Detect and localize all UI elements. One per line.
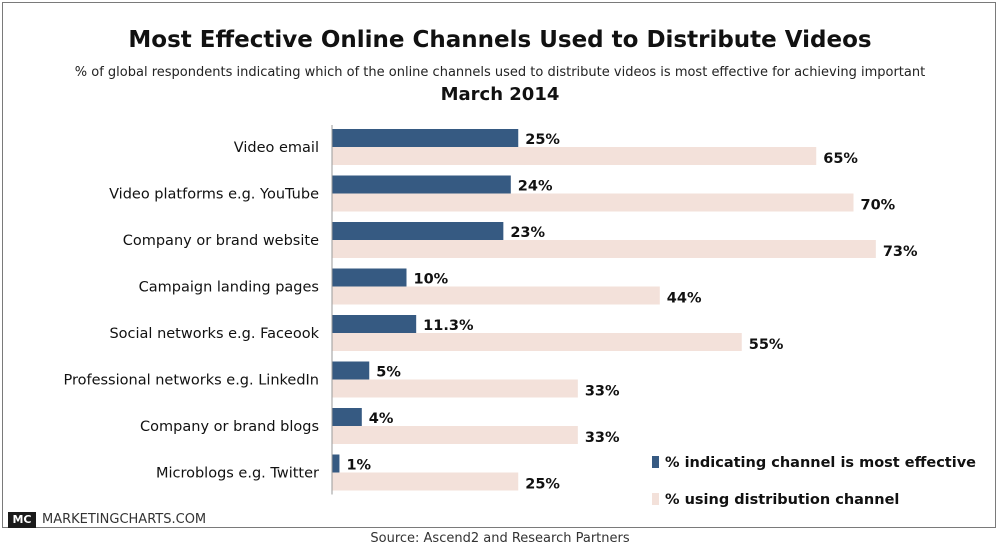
bar-most-effective (332, 222, 504, 240)
bar-most-effective (332, 129, 519, 147)
bar-using-channel (332, 379, 578, 398)
value-label-most-effective: 25% (525, 132, 560, 148)
logo-text: MARKETINGCHARTS.COM (42, 512, 207, 527)
bar-using-channel (332, 286, 660, 305)
value-label-most-effective: 24% (518, 179, 553, 195)
bar-using-channel (332, 240, 876, 258)
value-label-most-effective: 5% (376, 365, 401, 381)
value-label-using-channel: 25% (525, 477, 560, 493)
logo-mark: MC (8, 512, 36, 528)
bar-using-channel (332, 472, 519, 491)
bar-most-effective (332, 454, 340, 473)
chart-title: Most Effective Online Channels Used to D… (128, 27, 872, 53)
bar-most-effective (332, 408, 362, 426)
value-label-most-effective: 11.3% (423, 318, 474, 334)
bar-most-effective (332, 315, 417, 333)
value-label-using-channel: 70% (861, 198, 896, 214)
category-label: Microblogs e.g. Twitter (156, 466, 319, 482)
category-label: Professional networks e.g. LinkedIn (63, 373, 319, 389)
category-label: Company or brand website (123, 233, 319, 249)
legend-swatch (652, 456, 659, 468)
value-label-using-channel: 33% (585, 384, 620, 400)
bar-using-channel (332, 333, 742, 351)
bar-most-effective (332, 268, 407, 287)
category-label: Video email (234, 140, 319, 156)
value-label-using-channel: 44% (667, 291, 702, 307)
legend-label: % indicating channel is most effective (665, 455, 976, 471)
value-label-using-channel: 55% (749, 337, 784, 353)
value-label-using-channel: 73% (883, 244, 918, 260)
category-label: Social networks e.g. Faceook (109, 326, 319, 342)
bar-using-channel (332, 147, 817, 165)
value-label-most-effective: 10% (414, 272, 449, 288)
value-label-most-effective: 23% (510, 225, 545, 241)
chart-date: March 2014 (440, 84, 560, 105)
value-label-using-channel: 33% (585, 430, 620, 446)
category-label: Video platforms e.g. YouTube (109, 187, 319, 203)
bar-using-channel (332, 193, 854, 212)
value-label-most-effective: 4% (369, 411, 394, 427)
category-label: Company or brand blogs (140, 419, 319, 435)
legend-swatch (652, 493, 659, 505)
legend-label: % using distribution channel (665, 492, 899, 508)
source-note: Source: Ascend2 and Research Partners (370, 531, 630, 546)
category-label: Campaign landing pages (139, 280, 319, 296)
chart-subtitle: % of global respondents indicating which… (74, 65, 926, 80)
bar-using-channel (332, 426, 578, 444)
value-label-most-effective: 1% (346, 458, 371, 474)
bar-most-effective (332, 175, 511, 194)
bar-most-effective (332, 361, 370, 380)
value-label-using-channel: 65% (823, 151, 858, 167)
